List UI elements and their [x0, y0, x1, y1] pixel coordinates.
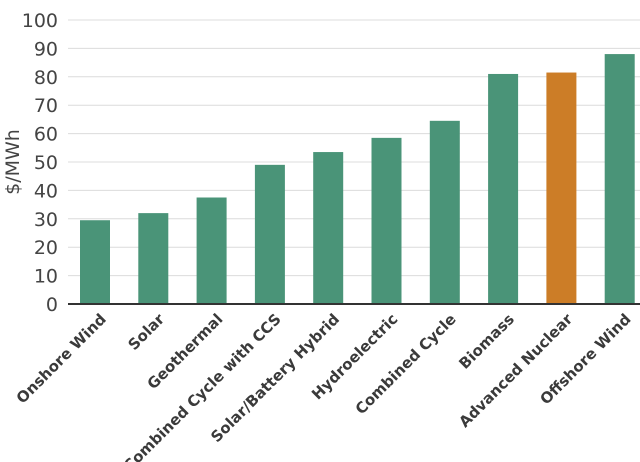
bars: [80, 54, 635, 305]
x-tick-label: Combined Cycle: [352, 310, 460, 418]
x-tick-label: Solar: [124, 310, 168, 354]
y-tick-label: 40: [34, 180, 58, 202]
bar-offshore-wind: [604, 54, 635, 304]
y-tick-label: 50: [34, 152, 58, 174]
bar-biomass: [488, 73, 519, 305]
y-tick-label: 60: [34, 124, 58, 146]
y-tick-label: 0: [46, 294, 58, 316]
bar-advanced-nuclear: [546, 72, 577, 304]
bar-combined-cycle-with-ccs: [254, 164, 285, 304]
y-tick-label: 100: [22, 10, 58, 32]
y-tick-label: 70: [34, 95, 58, 117]
x-tick-label: Advanced Nuclear: [455, 310, 576, 431]
bar-geothermal: [196, 197, 227, 304]
y-axis-ticks: 0 10 20 30 40 50 60 70 80 90 100: [22, 10, 58, 316]
y-tick-label: 80: [34, 67, 58, 89]
x-tick-label: Onshore Wind: [13, 310, 110, 407]
bar-hydroelectric: [371, 137, 402, 304]
y-axis-label: $/MWh: [2, 129, 24, 195]
bar-onshore-wind: [80, 220, 110, 304]
bar-solar: [138, 213, 169, 304]
y-tick-label: 10: [34, 266, 58, 288]
y-tick-label: 30: [34, 209, 58, 231]
bar-solar-battery-hybrid: [313, 152, 344, 304]
bar-combined-cycle: [429, 120, 460, 304]
y-tick-label: 90: [34, 38, 58, 60]
x-tick-label: Biomass: [455, 310, 518, 373]
y-tick-label: 20: [34, 237, 58, 259]
